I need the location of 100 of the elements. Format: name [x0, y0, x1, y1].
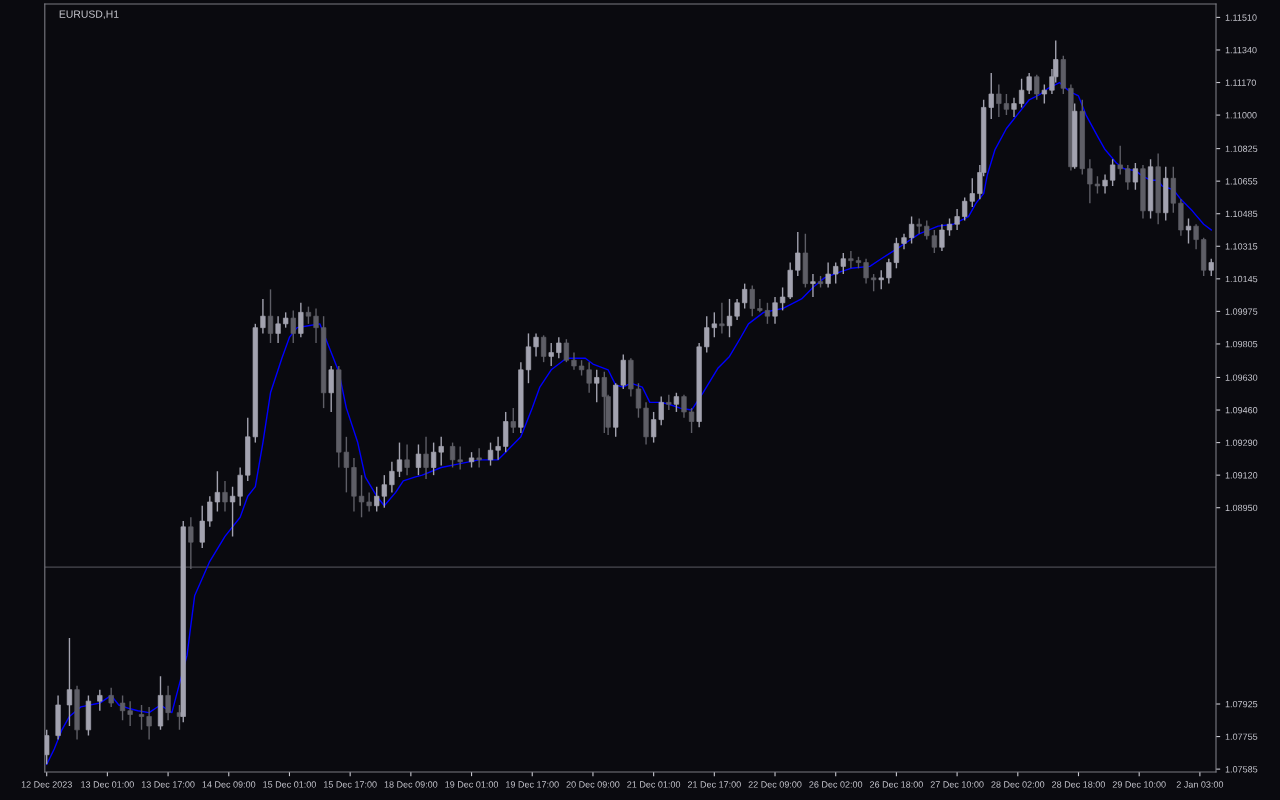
y-tick-label: 1.11170 [1225, 79, 1256, 86]
candlestick [476, 447, 482, 469]
candlestick [108, 687, 114, 708]
candlestick [366, 491, 372, 513]
candlestick [290, 309, 296, 344]
candlestick [939, 223, 945, 252]
x-tick-label: 29 Dec 10:00 [1112, 781, 1166, 788]
x-tick-label: 18 Dec 09:00 [384, 781, 438, 788]
candlestick [495, 436, 501, 461]
candlestick [726, 298, 733, 338]
candlestick [1087, 158, 1093, 204]
candlestick [260, 298, 266, 335]
y-tick-label: 1.10485 [1225, 210, 1258, 218]
candlestick [1110, 158, 1116, 187]
candlestick [127, 700, 133, 727]
candlestick [415, 443, 422, 476]
candlestick [681, 394, 687, 419]
y-tick-label: 1.09120 [1225, 472, 1258, 479]
candlestick [908, 215, 915, 245]
candlestick [586, 361, 592, 394]
candlestick [673, 392, 680, 413]
x-tick-label: 14 Dec 09:00 [202, 781, 256, 788]
candlestick [764, 302, 771, 325]
candlestick [1193, 223, 1199, 250]
y-tick-label: 1.10315 [1225, 243, 1258, 250]
text: EURUSD,H1 [59, 10, 119, 20]
x-tick-label: 19 Dec 17:00 [506, 781, 559, 788]
candlestick [772, 296, 778, 325]
candlestick [97, 688, 103, 712]
candlestick [1185, 217, 1192, 245]
candlestick [146, 706, 152, 741]
candlestick [389, 461, 395, 494]
x-tick-label: 22 Dec 09:00 [748, 781, 802, 788]
candlestick [556, 336, 562, 360]
y-tick-label: 1.09805 [1225, 340, 1258, 348]
candlestick [795, 231, 801, 277]
candlestick [734, 298, 740, 321]
candlestick [635, 382, 642, 419]
candlestick [757, 298, 763, 314]
candlestick [719, 302, 725, 335]
candlestick [594, 369, 600, 404]
x-tick-label: 20 Dec 09:00 [566, 781, 620, 788]
x-tick-label: 26 Dec 02:00 [809, 781, 863, 788]
candlestick [423, 436, 429, 480]
x-tick-label: 26 Dec 18:00 [870, 781, 923, 788]
candlestick [1102, 173, 1108, 195]
x-tick-label: 28 Dec 02:00 [991, 781, 1045, 788]
x-tick-label: 12 Dec 2023 [21, 781, 72, 788]
y-tick-label: 1.07925 [1225, 700, 1258, 708]
candlestick [237, 466, 243, 507]
candlestick [541, 334, 547, 363]
x-tick-label: 21 Dec 17:00 [687, 781, 741, 788]
candlestick [358, 474, 365, 518]
candlestick [510, 407, 516, 434]
candlestick [313, 307, 319, 344]
candlestick [742, 282, 748, 310]
candlestick [825, 261, 831, 289]
candlestick [563, 338, 570, 363]
candlestick [396, 441, 403, 478]
candlestick [1125, 164, 1131, 191]
candlestick [878, 269, 884, 291]
y-tick-label: 1.08950 [1225, 504, 1258, 512]
y-tick-label: 1.11000 [1225, 112, 1257, 119]
candlestick [749, 284, 755, 317]
candlestick [119, 694, 126, 721]
x-tick-label: 21 Dec 01:00 [627, 781, 681, 788]
candlestick [487, 441, 494, 467]
x-tick-label: 19 Dec 01:00 [445, 781, 499, 788]
x-tick-label: 13 Dec 17:00 [141, 781, 195, 788]
candlestick [525, 332, 532, 384]
x-tick-label: 2 Jan 03:00 [1176, 781, 1224, 788]
y-tick-label: 1.10655 [1225, 178, 1258, 185]
candlestick [328, 365, 334, 413]
x-tick-label: 15 Dec 01:00 [263, 781, 316, 788]
x-tick-label: 27 Dec 10:00 [930, 781, 984, 788]
candlestick [1117, 145, 1123, 176]
candlestick [44, 729, 50, 766]
candlestick [810, 273, 816, 298]
y-tick-label: 1.11340 [1225, 46, 1257, 54]
candlestick [533, 332, 539, 358]
y-tick-label: 1.07755 [1225, 733, 1258, 740]
candlestick [1041, 83, 1047, 105]
candlestick [229, 485, 236, 538]
candlestick [916, 217, 922, 235]
candlestick [548, 342, 554, 367]
x-tick-label: 28 Dec 18:00 [1052, 781, 1105, 788]
x-tick-label: 13 Dec 01:00 [81, 781, 134, 788]
candlestick [298, 302, 304, 338]
y-tick-label: 1.07585 [1225, 766, 1258, 773]
candlestick [404, 443, 410, 476]
y-tick-label: 1.10825 [1225, 145, 1258, 152]
candlestick [267, 288, 274, 344]
candlestick [66, 637, 73, 727]
candlestick [848, 250, 854, 269]
candlestick [1011, 97, 1017, 118]
x-tick-label: 15 Dec 17:00 [324, 781, 377, 788]
candlestick [1132, 162, 1139, 191]
candlestick [275, 315, 281, 344]
candlestick [954, 208, 960, 231]
candlestick [666, 394, 672, 411]
